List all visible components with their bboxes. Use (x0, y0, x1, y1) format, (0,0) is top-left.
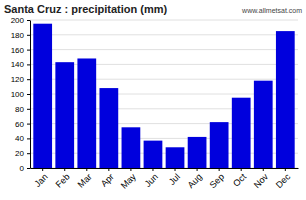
y-tick-mark (27, 109, 30, 110)
x-tick: Jul (167, 168, 182, 187)
y-tick: 60 (15, 120, 30, 129)
y-tick-mark (27, 138, 30, 139)
x-tick-mark (219, 168, 220, 171)
bar (33, 24, 52, 168)
chart-container: Jan FebMar AprMay Jun Jul AugSep OctNovDec 0 20 4… (0, 0, 306, 200)
x-tick: Sep (208, 168, 226, 190)
chart-svg: Jan FebMar AprMay Jun Jul AugSep OctNovDec 0 20 4… (0, 0, 306, 200)
bar (77, 58, 96, 168)
x-tick: Dec (274, 168, 293, 190)
x-tick-mark (263, 168, 264, 171)
grid (30, 20, 298, 168)
x-tick: Apr (99, 168, 116, 189)
grid-line (30, 20, 298, 21)
x-axis-line (31, 168, 299, 169)
x-tick-mark (64, 168, 65, 171)
y-tick: 120 (11, 75, 30, 84)
y-tick: 20 (15, 149, 30, 158)
y-tick-mark (27, 50, 30, 51)
y-tick-mark (27, 79, 30, 80)
bar (99, 88, 118, 168)
x-tick-mark (175, 168, 176, 171)
x-tick-mark (86, 168, 87, 171)
grid-line (30, 49, 298, 50)
y-tick-label: 40 (15, 134, 24, 143)
x-tick-label: Apr (99, 172, 116, 189)
y-tick: 0 (20, 164, 30, 173)
x-tick-label: Oct (231, 171, 248, 188)
y-tick: 200 (11, 16, 30, 25)
bar (144, 141, 163, 168)
y-axis: 0 20 40 60 80 100 120 140 160 180 200 (11, 16, 31, 173)
x-tick-mark (197, 168, 198, 171)
bars (33, 24, 294, 168)
y-tick-mark (27, 168, 30, 169)
x-tick-label: Sep (208, 172, 226, 190)
y-tick-label: 120 (11, 75, 25, 84)
x-tick-label: Dec (274, 171, 293, 190)
x-tick: Aug (186, 168, 204, 190)
y-tick-label: 60 (15, 120, 24, 129)
x-tick-mark (108, 168, 109, 171)
x-tick: May (119, 168, 138, 191)
x-axis: Jan FebMar AprMay Jun Jul AugSep OctNovDec (31, 168, 299, 191)
y-tick-label: 100 (11, 90, 25, 99)
y-tick-mark (27, 20, 30, 21)
y-tick-mark (27, 64, 30, 65)
x-tick-label: Mar (76, 172, 94, 190)
bar (166, 147, 185, 168)
y-tick: 160 (11, 46, 30, 55)
grid-line (30, 34, 298, 35)
y-tick-label: 20 (15, 149, 24, 158)
y-tick: 180 (11, 31, 30, 40)
y-tick: 100 (11, 90, 30, 99)
bar (55, 62, 74, 168)
y-tick: 80 (15, 105, 30, 114)
x-tick: Nov (252, 168, 271, 190)
annotation: www.allmetsat.com (241, 7, 302, 14)
plot-area: Jan FebMar AprMay Jun Jul AugSep OctNovDec 0 20 4… (11, 16, 299, 191)
x-tick-mark (130, 168, 131, 171)
y-tick-mark (27, 94, 30, 95)
bar (254, 81, 273, 168)
y-tick-mark (27, 124, 30, 125)
x-tick-mark (152, 168, 153, 171)
x-tick: Mar (76, 168, 94, 190)
bar (276, 31, 295, 168)
y-tick: 40 (15, 134, 30, 143)
x-tick: Oct (231, 168, 248, 189)
bar (188, 137, 207, 168)
x-tick-label: Aug (186, 172, 204, 190)
x-tick-label: Jan (32, 172, 49, 189)
y-tick-mark (27, 35, 30, 36)
x-tick: Feb (54, 168, 72, 190)
y-tick-label: 140 (11, 60, 25, 69)
y-tick-label: 180 (11, 31, 25, 40)
x-tick: Jan (32, 168, 49, 189)
title: Santa Cruz : precipitation (mm) (4, 3, 168, 15)
bar (210, 122, 229, 168)
x-tick: Jun (143, 168, 160, 189)
x-tick-label: Nov (252, 171, 271, 190)
bar (232, 98, 251, 168)
x-tick-label: May (119, 171, 138, 190)
y-axis-line (30, 21, 31, 169)
x-tick-label: Feb (54, 172, 72, 190)
x-tick-label: Jul (167, 172, 182, 187)
x-tick-mark (285, 168, 286, 171)
y-tick-mark (27, 153, 30, 154)
x-tick-mark (241, 168, 242, 171)
y-tick-label: 0 (20, 164, 25, 173)
y-tick: 140 (11, 60, 30, 69)
y-tick-label: 80 (15, 105, 24, 114)
x-tick-label: Jun (143, 172, 160, 189)
y-tick-label: 200 (11, 16, 25, 25)
y-tick-label: 160 (11, 46, 25, 55)
x-tick-mark (42, 168, 43, 171)
bar (122, 127, 141, 168)
